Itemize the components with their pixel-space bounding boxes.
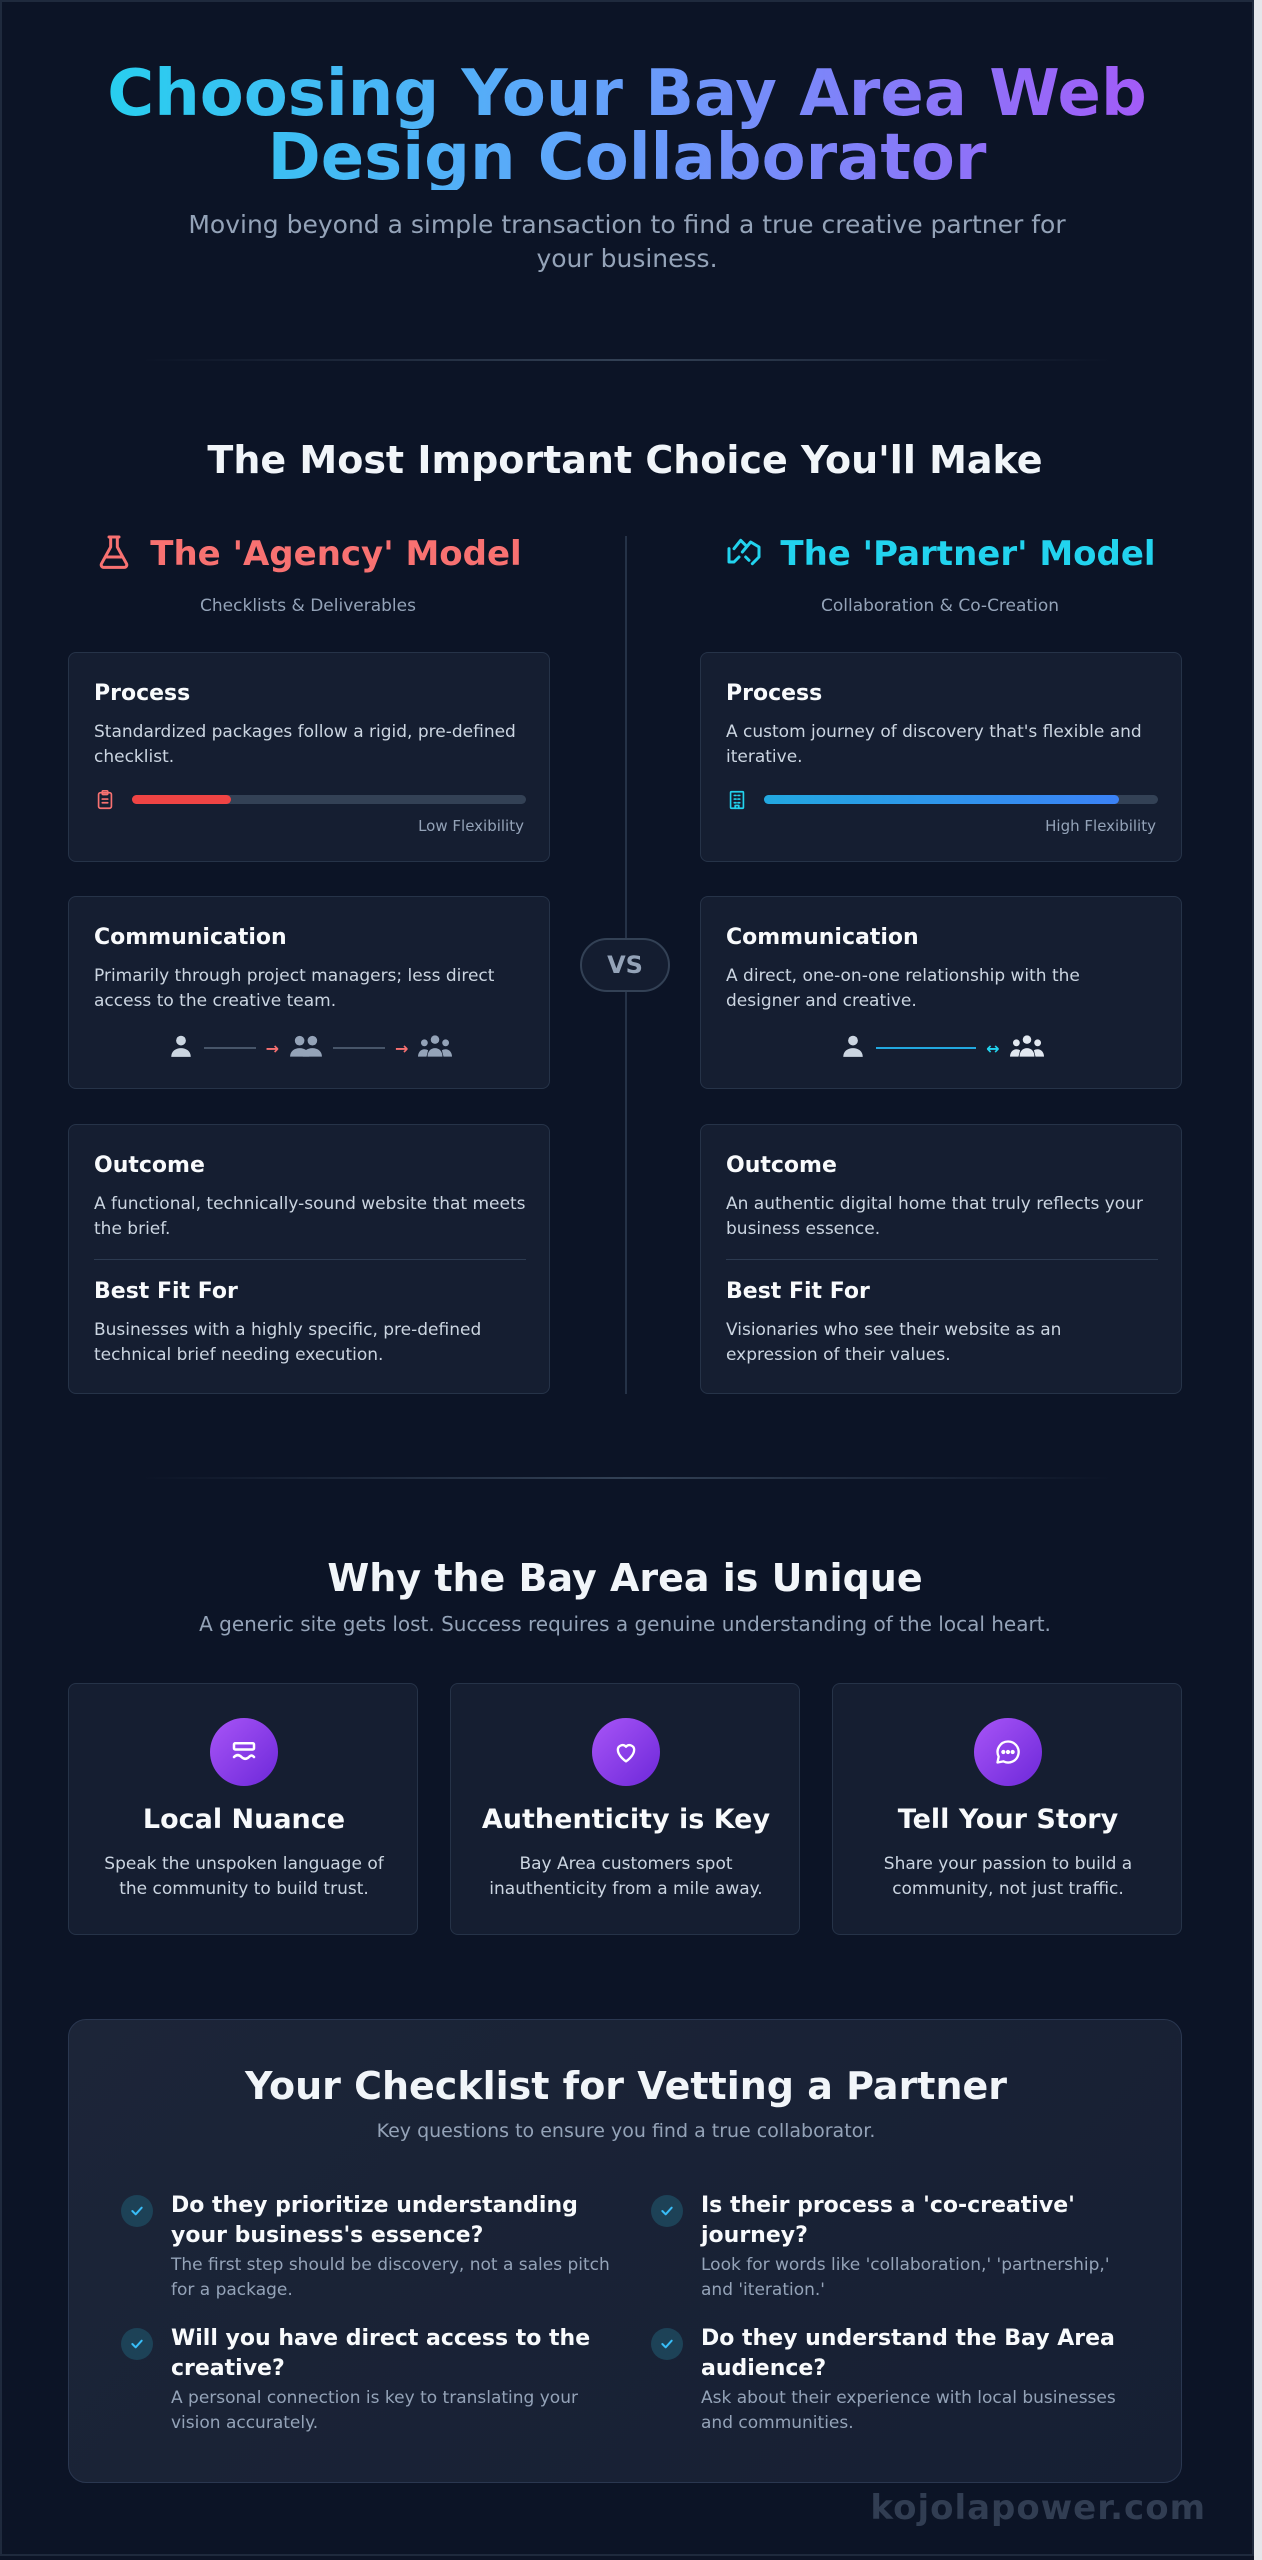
- connector-line: [203, 1047, 256, 1049]
- connector-line: [876, 1047, 977, 1049]
- partner-model-tagline: Collaboration & Co-Creation: [820, 596, 1059, 616]
- card-title: Outcome: [726, 1153, 837, 1178]
- agency-communication-card: Communication Primarily through project …: [68, 896, 550, 1089]
- agency-model-name: The 'Agency' Model: [150, 534, 522, 574]
- scrollbar-strip: [1254, 0, 1262, 2560]
- agency-outcome-card: Outcome A functional, technically-sound …: [68, 1124, 550, 1394]
- flexibility-label: Low Flexibility: [418, 817, 524, 835]
- flexibility-meter-fill: [132, 795, 231, 804]
- partner-communication-card: Communication A direct, one-on-one relat…: [700, 896, 1182, 1089]
- team-icon: [418, 1033, 453, 1063]
- partner-process-card: Process A custom journey of discovery th…: [700, 652, 1182, 862]
- person-icon: [168, 1033, 194, 1063]
- card-text: Bay Area customers spot inauthenticity f…: [489, 1854, 763, 1899]
- brand-watermark: kojolapower.com: [870, 2488, 1206, 2528]
- flexibility-meter: [132, 795, 526, 804]
- people-pair-icon: [289, 1033, 323, 1063]
- checklist-detail: A personal connection is key to translat…: [171, 2388, 578, 2433]
- checklist-panel: Your Checklist for Vetting a Partner Key…: [68, 2019, 1182, 2483]
- arrow-right-icon: →: [395, 1038, 409, 1058]
- card-title: Tell Your Story: [897, 1804, 1119, 1835]
- card-title: Communication: [94, 925, 287, 950]
- agency-process-card: Process Standardized packages follow a r…: [68, 652, 550, 862]
- agency-model-header: The 'Agency' Model: [68, 532, 548, 576]
- card-text: An authentic digital home that truly ref…: [726, 1194, 1143, 1239]
- flexibility-meter: [764, 795, 1158, 804]
- building-icon: [726, 789, 748, 811]
- card-title: Outcome: [94, 1153, 205, 1178]
- chat-bubble-icon: [974, 1718, 1042, 1786]
- checkmark-icon: [121, 2328, 153, 2360]
- card-text: Primarily through project managers; less…: [94, 966, 495, 1011]
- checklist-question: Do they understand the Bay Area audience…: [701, 2326, 1115, 2381]
- language-icon: [210, 1718, 278, 1786]
- agency-model-tagline: Checklists & Deliverables: [200, 596, 416, 616]
- checkmark-icon: [121, 2195, 153, 2227]
- checklist-detail: The first step should be discovery, not …: [171, 2255, 610, 2300]
- unique-section-title: Why the Bay Area is Unique: [327, 1556, 923, 1600]
- card-text: Businesses with a highly specific, pre-d…: [94, 1320, 482, 1365]
- clipboard-icon: [94, 789, 116, 811]
- checklist-title: Your Checklist for Vetting a Partner: [244, 2064, 1008, 2108]
- unique-card-local-nuance: Local Nuance Speak the unspoken language…: [68, 1683, 418, 1935]
- flask-icon: [94, 532, 134, 576]
- checklist-question: Will you have direct access to the creat…: [171, 2326, 591, 2381]
- divider: [140, 359, 1114, 361]
- checklist-subtitle: Key questions to ensure you find a true …: [376, 2120, 876, 2142]
- unique-section-subtitle: A generic site gets lost. Success requir…: [199, 1612, 1051, 1636]
- card-title: Process: [726, 681, 823, 706]
- choice-section-title: The Most Important Choice You'll Make: [207, 438, 1043, 482]
- card-text: Standardized packages follow a rigid, pr…: [94, 722, 516, 767]
- card-text: A direct, one-on-one relationship with t…: [726, 966, 1080, 1011]
- arrow-right-icon: →: [265, 1038, 279, 1058]
- card-title: Communication: [726, 925, 919, 950]
- arrow-both-icon: ↔: [986, 1038, 1000, 1058]
- handshake-icon: [724, 532, 764, 576]
- checklist-detail: Look for words like 'collaboration,' 'pa…: [701, 2255, 1110, 2300]
- card-title: Process: [94, 681, 191, 706]
- checkmark-icon: [651, 2195, 683, 2227]
- unique-card-authenticity: Authenticity is Key Bay Area customers s…: [450, 1683, 800, 1935]
- partner-model-header: The 'Partner' Model: [700, 532, 1180, 576]
- card-title: Best Fit For: [726, 1279, 870, 1304]
- page-subtitle: Moving beyond a simple transaction to fi…: [188, 210, 1066, 273]
- flexibility-meter-fill: [764, 795, 1119, 804]
- divider: [140, 1477, 1114, 1479]
- card-text: A functional, technically-sound website …: [94, 1194, 526, 1239]
- checklist-question: Do they prioritize understanding your bu…: [171, 2193, 578, 2248]
- card-title: Local Nuance: [142, 1804, 346, 1835]
- card-text: Speak the unspoken language of the commu…: [104, 1854, 384, 1899]
- communication-chain: ↔: [701, 1033, 1183, 1063]
- card-text: Visionaries who see their website as an …: [726, 1320, 1062, 1365]
- partner-model-name: The 'Partner' Model: [780, 534, 1156, 574]
- flexibility-label: High Flexibility: [1045, 817, 1156, 835]
- connector-line: [333, 1047, 385, 1049]
- vs-badge: VS: [580, 938, 670, 992]
- card-title: Best Fit For: [94, 1279, 238, 1304]
- team-icon: [1009, 1033, 1044, 1063]
- card-divider: [94, 1259, 526, 1260]
- unique-card-tell-your-story: Tell Your Story Share your passion to bu…: [832, 1683, 1182, 1935]
- heart-icon: [592, 1718, 660, 1786]
- card-text: Share your passion to build a community,…: [883, 1854, 1133, 1899]
- checkmark-icon: [651, 2328, 683, 2360]
- communication-chain: → →: [69, 1033, 551, 1063]
- person-icon: [840, 1033, 866, 1063]
- checklist-detail: Ask about their experience with local bu…: [701, 2388, 1116, 2433]
- card-title: Authenticity is Key: [481, 1804, 771, 1835]
- card-text: A custom journey of discovery that's fle…: [726, 722, 1142, 767]
- card-divider: [726, 1259, 1158, 1260]
- partner-outcome-card: Outcome An authentic digital home that t…: [700, 1124, 1182, 1394]
- checklist-question: Is their process a 'co-creative' journey…: [701, 2193, 1075, 2248]
- page-title: Choosing Your Bay Area Web Design Collab…: [60, 62, 1194, 190]
